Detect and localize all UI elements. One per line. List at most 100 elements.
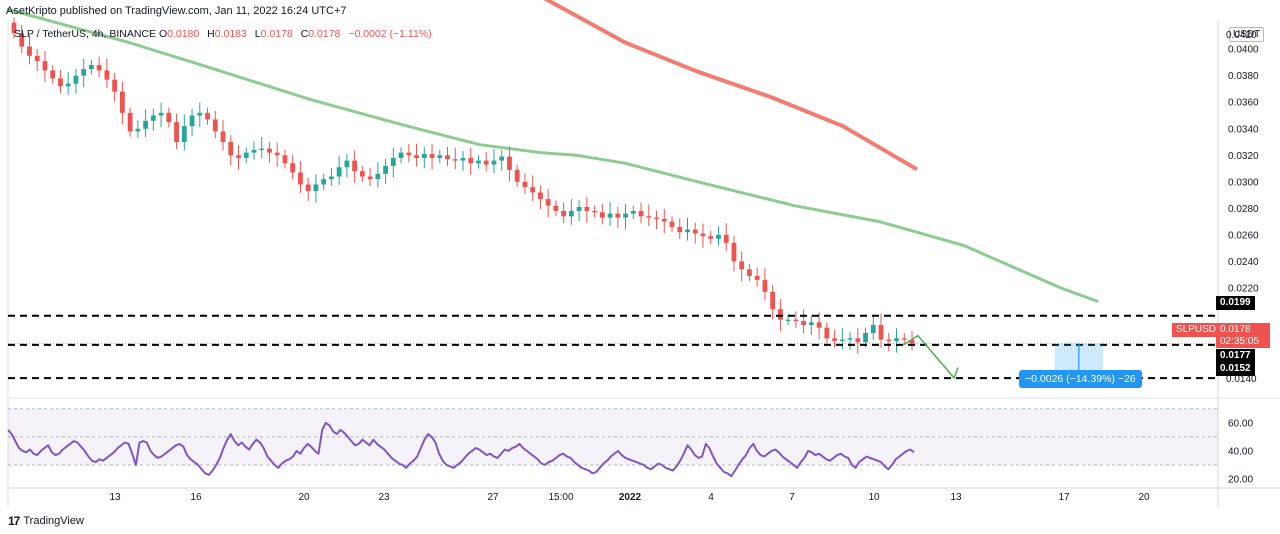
- price-tick-label: 0.0300: [1228, 177, 1259, 188]
- candle-body: [27, 46, 32, 56]
- candle-body: [491, 160, 497, 165]
- symbol-tag: SLPUSDT: [1172, 323, 1227, 337]
- candle-body: [390, 157, 396, 166]
- level-tag-top: 0.0199: [1216, 296, 1255, 310]
- candle-body: [321, 179, 327, 185]
- level-tag-bottom: 0.0152: [1216, 362, 1255, 376]
- candle-body: [50, 70, 56, 79]
- ma50-line: [6, 7, 1099, 303]
- candle-body: [445, 155, 450, 160]
- candle-body: [460, 157, 466, 161]
- candle-body: [251, 149, 257, 153]
- tradingview-brand: TradingView: [23, 515, 84, 527]
- candle-body: [723, 234, 729, 243]
- candle-body: [793, 319, 799, 322]
- candle-body: [661, 218, 667, 222]
- candle-body: [530, 187, 536, 193]
- ohlc-low-value: 0.0178: [260, 28, 293, 40]
- candle-body: [313, 184, 319, 192]
- candle-body: [499, 156, 505, 161]
- candle-body: [545, 199, 551, 206]
- candle-body: [731, 242, 737, 262]
- ohlc-high-label: H: [207, 28, 215, 40]
- candle-body: [739, 261, 745, 270]
- candle-body: [894, 338, 899, 341]
- candle-body: [770, 291, 776, 310]
- candle-body: [359, 171, 365, 177]
- candle-body: [228, 142, 234, 156]
- rsi-tick-label: 20.00: [1228, 474, 1253, 485]
- time-tick-label: 13: [950, 492, 962, 503]
- candle-body: [623, 213, 628, 218]
- symbol-title: SLP / TetherUS, 4h, BINANCE: [14, 28, 157, 40]
- symbol-legend[interactable]: SLP / TetherUS, 4h, BINANCE O0.0180 H0.0…: [14, 28, 437, 40]
- candle-body: [89, 65, 94, 70]
- candle-body: [189, 115, 195, 127]
- candle-body: [104, 70, 110, 80]
- price-tick-label: 0.0400: [1228, 45, 1259, 56]
- candle-body: [863, 332, 868, 343]
- candle-body: [592, 210, 598, 213]
- candle-body: [762, 279, 768, 292]
- candle-body: [181, 126, 187, 143]
- candle-body: [421, 153, 427, 158]
- candle-body: [654, 217, 659, 219]
- candle-body: [367, 176, 373, 180]
- candle-body: [576, 207, 582, 211]
- rsi-tick-label: 40.00: [1228, 446, 1253, 457]
- candle-body: [19, 33, 25, 47]
- candle-body: [305, 184, 311, 192]
- candle-body: [112, 79, 118, 92]
- candle-body: [514, 169, 520, 182]
- ohlc-low-label: L: [254, 28, 261, 40]
- candle-body: [58, 78, 63, 87]
- candle-body: [398, 152, 404, 158]
- candle-body: [282, 155, 288, 164]
- candle-body: [561, 210, 567, 217]
- candle-body: [607, 213, 613, 218]
- candle-body: [236, 155, 241, 158]
- candle-body: [259, 148, 265, 150]
- candle-body: [328, 176, 334, 180]
- price-tick-label: 0.0360: [1228, 98, 1259, 109]
- candle-body: [468, 157, 474, 164]
- price-tick-label: 0.0280: [1228, 204, 1259, 215]
- ohlc-close-label: C: [300, 28, 309, 40]
- candle-body: [73, 75, 79, 84]
- time-tick-label: 20: [1138, 492, 1150, 503]
- candle-body: [429, 153, 435, 158]
- candle-body: [127, 112, 133, 132]
- candle-body: [615, 213, 621, 218]
- candle-body: [220, 131, 226, 143]
- candle-body: [599, 212, 605, 218]
- price-tick-label: 0.0220: [1228, 283, 1259, 294]
- candle-body: [646, 216, 652, 218]
- candle-body: [568, 210, 574, 217]
- candle-body: [638, 210, 644, 217]
- currency-button[interactable]: USDT: [1229, 27, 1265, 42]
- candle-body: [839, 339, 845, 341]
- bar-countdown: 02:35:05: [1216, 336, 1270, 348]
- candle-body: [96, 65, 102, 71]
- candle-body: [197, 112, 203, 116]
- candle-body: [716, 234, 721, 239]
- candle-body: [870, 325, 876, 333]
- price-tag-partial-bottom: 0.0140: [1226, 374, 1257, 385]
- price-tick-label: 0.0340: [1228, 124, 1259, 135]
- candle-body: [584, 207, 590, 211]
- candle-body: [150, 115, 156, 121]
- time-tick-label: 15:00: [548, 492, 573, 503]
- price-tick-label: 0.0260: [1228, 230, 1259, 241]
- candle-body: [878, 325, 884, 340]
- candle-body: [274, 152, 280, 156]
- candle-body: [375, 173, 381, 180]
- candle-body: [174, 122, 179, 143]
- projection-path: [902, 334, 959, 379]
- time-tick-label: 10: [868, 492, 880, 503]
- candle-body: [630, 210, 636, 214]
- candle-body: [685, 229, 690, 233]
- tradingview-logo[interactable]: 17 TradingView: [8, 514, 84, 528]
- time-tick-label: 13: [109, 492, 121, 503]
- candle-body: [901, 338, 907, 340]
